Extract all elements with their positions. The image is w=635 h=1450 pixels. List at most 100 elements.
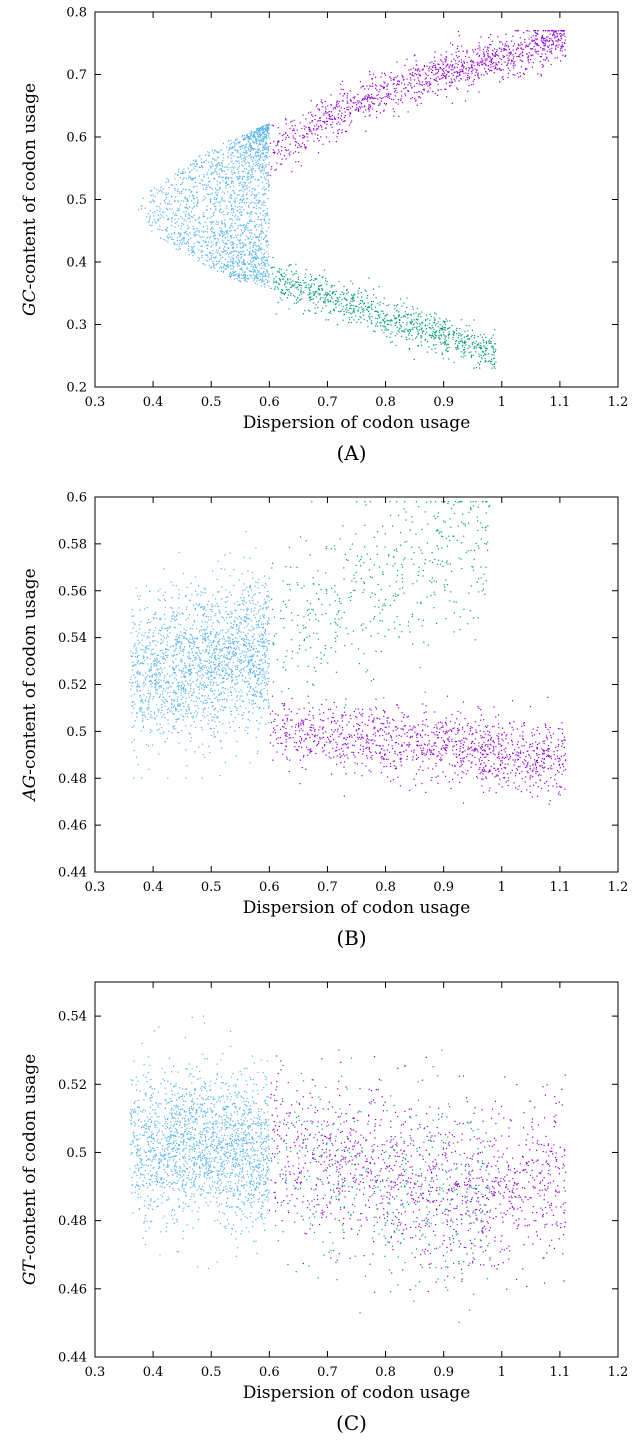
data-point [366,308,368,310]
data-point [329,116,331,118]
data-point [214,171,216,173]
data-point [478,77,480,79]
data-point [366,297,368,299]
data-point [247,136,249,138]
data-point [510,52,512,54]
data-point [230,157,232,159]
data-point [247,618,249,620]
data-point [236,263,239,265]
data-point [365,290,367,292]
data-point [198,746,200,748]
data-point [221,177,223,179]
data-point [221,164,223,167]
data-point [241,212,243,214]
data-point [287,279,289,281]
data-point [227,152,229,154]
data-point [239,242,241,244]
data-point [289,151,291,153]
data-point [241,164,243,166]
data-point [339,311,341,313]
data-point [350,321,352,324]
data-point [169,709,171,711]
data-point [448,71,450,73]
data-point [331,126,333,129]
data-point [437,76,439,78]
data-point [184,637,186,639]
data-point [499,47,501,49]
data-point [254,271,256,273]
data-point [232,257,234,259]
data-point [263,189,266,191]
data-point [206,172,208,174]
data-point [478,64,481,67]
data-point [349,113,351,115]
data-point [260,247,262,249]
data-point [366,85,368,87]
data-point [266,131,269,133]
data-point [261,203,263,205]
data-point [236,246,238,248]
data-point [262,135,264,138]
data-point [228,275,230,277]
data-point [231,219,234,221]
data-point [433,56,435,58]
data-point [240,247,242,249]
data-point [217,223,219,225]
data-point [445,76,447,78]
data-point [216,166,218,168]
data-point [388,323,390,326]
data-point [358,307,360,309]
data-point [174,244,176,246]
data-point [239,202,241,204]
data-point [249,270,251,272]
data-point [217,605,219,608]
data-point [220,176,222,178]
data-point [268,219,270,221]
data-point [239,603,241,605]
data-point [255,148,257,150]
data-point [258,143,260,145]
data-point [384,74,387,76]
data-point [220,254,222,256]
data-point [198,585,200,587]
data-point [219,651,221,653]
data-point [333,291,335,293]
data-point [405,87,407,89]
data-point [254,264,256,266]
data-point [227,678,229,680]
data-point [290,264,292,266]
data-point [429,82,431,84]
data-point [453,71,455,73]
data-point [449,333,451,335]
data-point [387,95,389,97]
data-point [379,304,381,306]
data-point [186,198,188,200]
data-point [263,237,266,239]
data-point [181,243,183,245]
data-point [379,102,381,104]
data-point [461,333,463,336]
data-point [342,100,344,102]
data-point [398,115,400,117]
data-point [458,50,460,53]
data-point [341,80,343,82]
data-point [254,277,256,279]
data-point [198,216,201,218]
data-point [362,308,364,310]
data-point [263,125,265,128]
data-point [412,306,414,308]
data-point [367,100,369,102]
data-point [396,333,398,335]
data-point [421,84,423,86]
data-point [182,241,184,243]
data-point [234,688,236,690]
data-point [240,243,242,245]
data-point [434,312,436,314]
data-point [415,312,417,314]
data-point [182,178,184,180]
data-point [327,300,329,302]
data-point [185,230,187,232]
data-point [234,142,236,144]
data-point [353,297,355,299]
data-point [469,346,471,348]
